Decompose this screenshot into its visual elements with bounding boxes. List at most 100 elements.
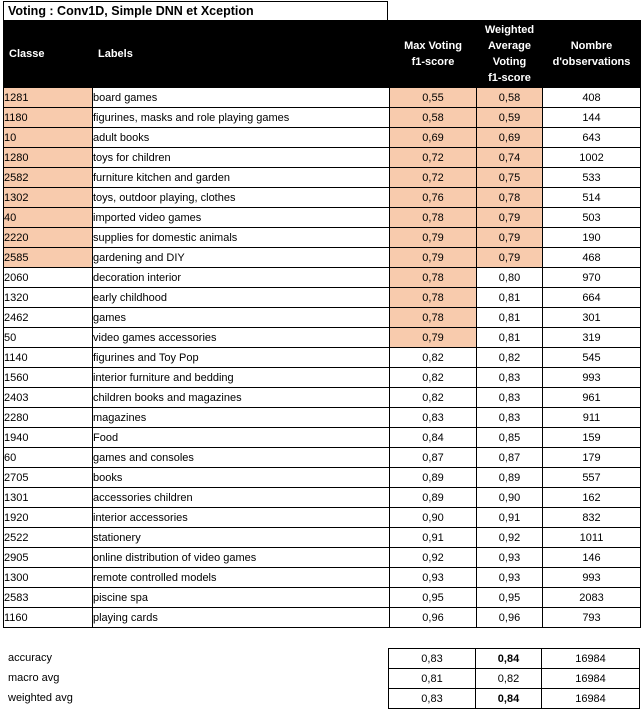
header-weighted-average: Weighted Average Voting f1-score — [476, 20, 543, 88]
cell-classe: 2905 — [3, 547, 93, 568]
cell-weighted-voting: 0,93 — [476, 567, 543, 588]
cell-nombre: 664 — [542, 287, 641, 308]
cell-label: supplies for domestic animals — [92, 227, 390, 248]
cell-weighted-voting: 0,83 — [476, 387, 543, 408]
table-row: 1940 Food 0,84 0,85 159 — [3, 427, 641, 448]
cell-max-voting: 0,87 — [389, 447, 477, 468]
cell-classe: 1300 — [3, 567, 93, 588]
cell-label: toys for children — [92, 147, 390, 168]
cell-weighted-voting: 0,91 — [476, 507, 543, 528]
summary-weighted-voting: 0,84 — [475, 648, 542, 669]
cell-weighted-voting: 0,81 — [476, 307, 543, 328]
cell-weighted-voting: 0,89 — [476, 467, 543, 488]
cell-weighted-voting: 0,90 — [476, 487, 543, 508]
cell-nombre: 319 — [542, 327, 641, 348]
cell-nombre: 503 — [542, 207, 641, 228]
cell-nombre: 190 — [542, 227, 641, 248]
cell-label: games and consoles — [92, 447, 390, 468]
cell-max-voting: 0,89 — [389, 467, 477, 488]
cell-label: books — [92, 467, 390, 488]
cell-label: interior furniture and bedding — [92, 367, 390, 388]
header-nombre-line-2: d'observations — [552, 56, 631, 68]
cell-nombre: 557 — [542, 467, 641, 488]
cell-nombre: 162 — [542, 487, 641, 508]
cell-classe: 1920 — [3, 507, 93, 528]
cell-weighted-voting: 0,80 — [476, 267, 543, 288]
cell-classe: 1281 — [3, 87, 93, 108]
cell-max-voting: 0,82 — [389, 367, 477, 388]
cell-classe: 10 — [3, 127, 93, 148]
table-row: 1301 accessories children 0,89 0,90 162 — [3, 487, 641, 508]
cell-classe: 2060 — [3, 267, 93, 288]
table-row: 2522 stationery 0,91 0,92 1011 — [3, 527, 641, 548]
summary-row: 0,83 0,84 16984 — [388, 648, 640, 669]
cell-classe: 2280 — [3, 407, 93, 428]
cell-label: children books and magazines — [92, 387, 390, 408]
summary-weighted-voting: 0,82 — [475, 668, 542, 689]
table-row: 2220 supplies for domestic animals 0,79 0,7… — [3, 227, 641, 248]
cell-label: games — [92, 307, 390, 328]
cell-weighted-voting: 0,58 — [476, 87, 543, 108]
cell-nombre: 1002 — [542, 147, 641, 168]
table-row: 40 imported video games 0,78 0,79 503 — [3, 207, 641, 228]
cell-weighted-voting: 0,96 — [476, 607, 543, 628]
cell-weighted-voting: 0,83 — [476, 367, 543, 388]
cell-max-voting: 0,78 — [389, 207, 477, 228]
header-weighted-line-4: f1-score — [488, 72, 531, 84]
cell-nombre: 993 — [542, 367, 641, 388]
summary-label: accuracy — [8, 652, 53, 664]
summary-label: macro avg — [8, 672, 60, 684]
cell-nombre: 514 — [542, 187, 641, 208]
cell-max-voting: 0,69 — [389, 127, 477, 148]
cell-nombre: 159 — [542, 427, 641, 448]
table-row: 1280 toys for children 0,72 0,74 1002 — [3, 147, 641, 168]
table-title: Voting : Conv1D, Simple DNN et Xception — [3, 1, 388, 20]
table-row: 1180 figurines, masks and role playing ga… — [3, 107, 641, 128]
cell-classe: 2582 — [3, 167, 93, 188]
cell-label: early childhood — [92, 287, 390, 308]
cell-weighted-voting: 0,59 — [476, 107, 543, 128]
cell-label: toys, outdoor playing, clothes — [92, 187, 390, 208]
cell-max-voting: 0,93 — [389, 567, 477, 588]
table-row: 60 games and consoles 0,87 0,87 179 — [3, 447, 641, 468]
cell-weighted-voting: 0,75 — [476, 167, 543, 188]
cell-classe: 1280 — [3, 147, 93, 168]
cell-classe: 2583 — [3, 587, 93, 608]
cell-nombre: 179 — [542, 447, 641, 468]
cell-classe: 1940 — [3, 427, 93, 448]
cell-label: decoration interior — [92, 267, 390, 288]
summary-nombre: 16984 — [541, 668, 640, 689]
cell-weighted-voting: 0,78 — [476, 187, 543, 208]
cell-classe: 1560 — [3, 367, 93, 388]
cell-nombre: 2083 — [542, 587, 641, 608]
table-row: 1160 playing cards 0,96 0,96 793 — [3, 607, 641, 628]
cell-label: playing cards — [92, 607, 390, 628]
cell-label: imported video games — [92, 207, 390, 228]
table-row: 2585 gardening and DIY 0,79 0,79 468 — [3, 247, 641, 268]
header-weighted-line-1: Weighted — [484, 24, 535, 36]
table-row: 2705 books 0,89 0,89 557 — [3, 467, 641, 488]
cell-max-voting: 0,91 — [389, 527, 477, 548]
cell-max-voting: 0,72 — [389, 147, 477, 168]
cell-weighted-voting: 0,69 — [476, 127, 543, 148]
cell-classe: 1140 — [3, 347, 93, 368]
cell-max-voting: 0,78 — [389, 267, 477, 288]
cell-max-voting: 0,79 — [389, 247, 477, 268]
cell-classe: 2705 — [3, 467, 93, 488]
cell-max-voting: 0,78 — [389, 287, 477, 308]
cell-weighted-voting: 0,95 — [476, 587, 543, 608]
summary-max-voting: 0,83 — [388, 688, 476, 709]
table-row: 1320 early childhood 0,78 0,81 664 — [3, 287, 641, 308]
cell-max-voting: 0,76 — [389, 187, 477, 208]
cell-weighted-voting: 0,74 — [476, 147, 543, 168]
cell-nombre: 146 — [542, 547, 641, 568]
cell-nombre: 545 — [542, 347, 641, 368]
cell-max-voting: 0,82 — [389, 347, 477, 368]
cell-max-voting: 0,79 — [389, 327, 477, 348]
cell-nombre: 1011 — [542, 527, 641, 548]
cell-nombre: 832 — [542, 507, 641, 528]
table-row: 1300 remote controlled models 0,93 0,93 993 — [3, 567, 641, 588]
cell-label: stationery — [92, 527, 390, 548]
table-row: 2403 children books and magazines 0,82 0,83… — [3, 387, 641, 408]
cell-classe: 1301 — [3, 487, 93, 508]
